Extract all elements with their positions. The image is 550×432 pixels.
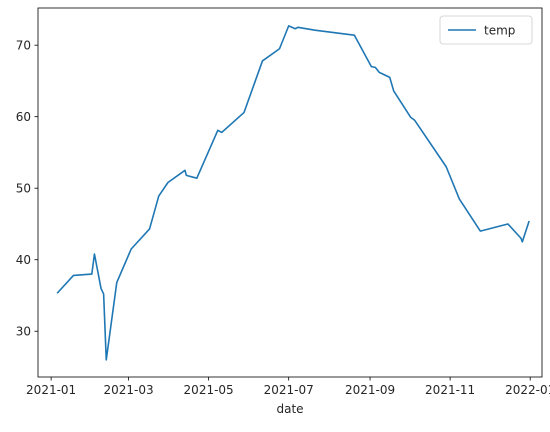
x-tick-label: 2021-11 (425, 383, 475, 397)
plot-frame (37, 7, 543, 378)
x-tick-label: 2021-07 (264, 383, 314, 397)
x-tick-label: 2022-01 (505, 383, 550, 397)
x-tick-label: 2021-01 (26, 383, 76, 397)
legend: temp (439, 15, 533, 45)
series-line-temp (56, 25, 530, 361)
x-axis-label: date (276, 402, 303, 416)
plot-area (37, 7, 543, 378)
y-tick-label: 30 (16, 325, 31, 339)
y-tick-label: 60 (16, 110, 31, 124)
x-tick-label: 2021-09 (345, 383, 395, 397)
y-tick-label: 50 (16, 182, 31, 196)
legend-box (439, 15, 533, 45)
x-tick-label: 2021-03 (103, 383, 153, 397)
y-axis: 30 40 50 60 70 (16, 38, 38, 339)
x-axis: 2021-01 2021-03 2021-05 2021-07 2021-09 2021-… (26, 377, 550, 397)
y-tick-label: 70 (16, 38, 31, 52)
series-layer (56, 25, 530, 361)
legend-label: temp (484, 23, 515, 37)
x-tick-label: 2021-05 (184, 383, 234, 397)
y-tick-label: 40 (16, 253, 31, 267)
